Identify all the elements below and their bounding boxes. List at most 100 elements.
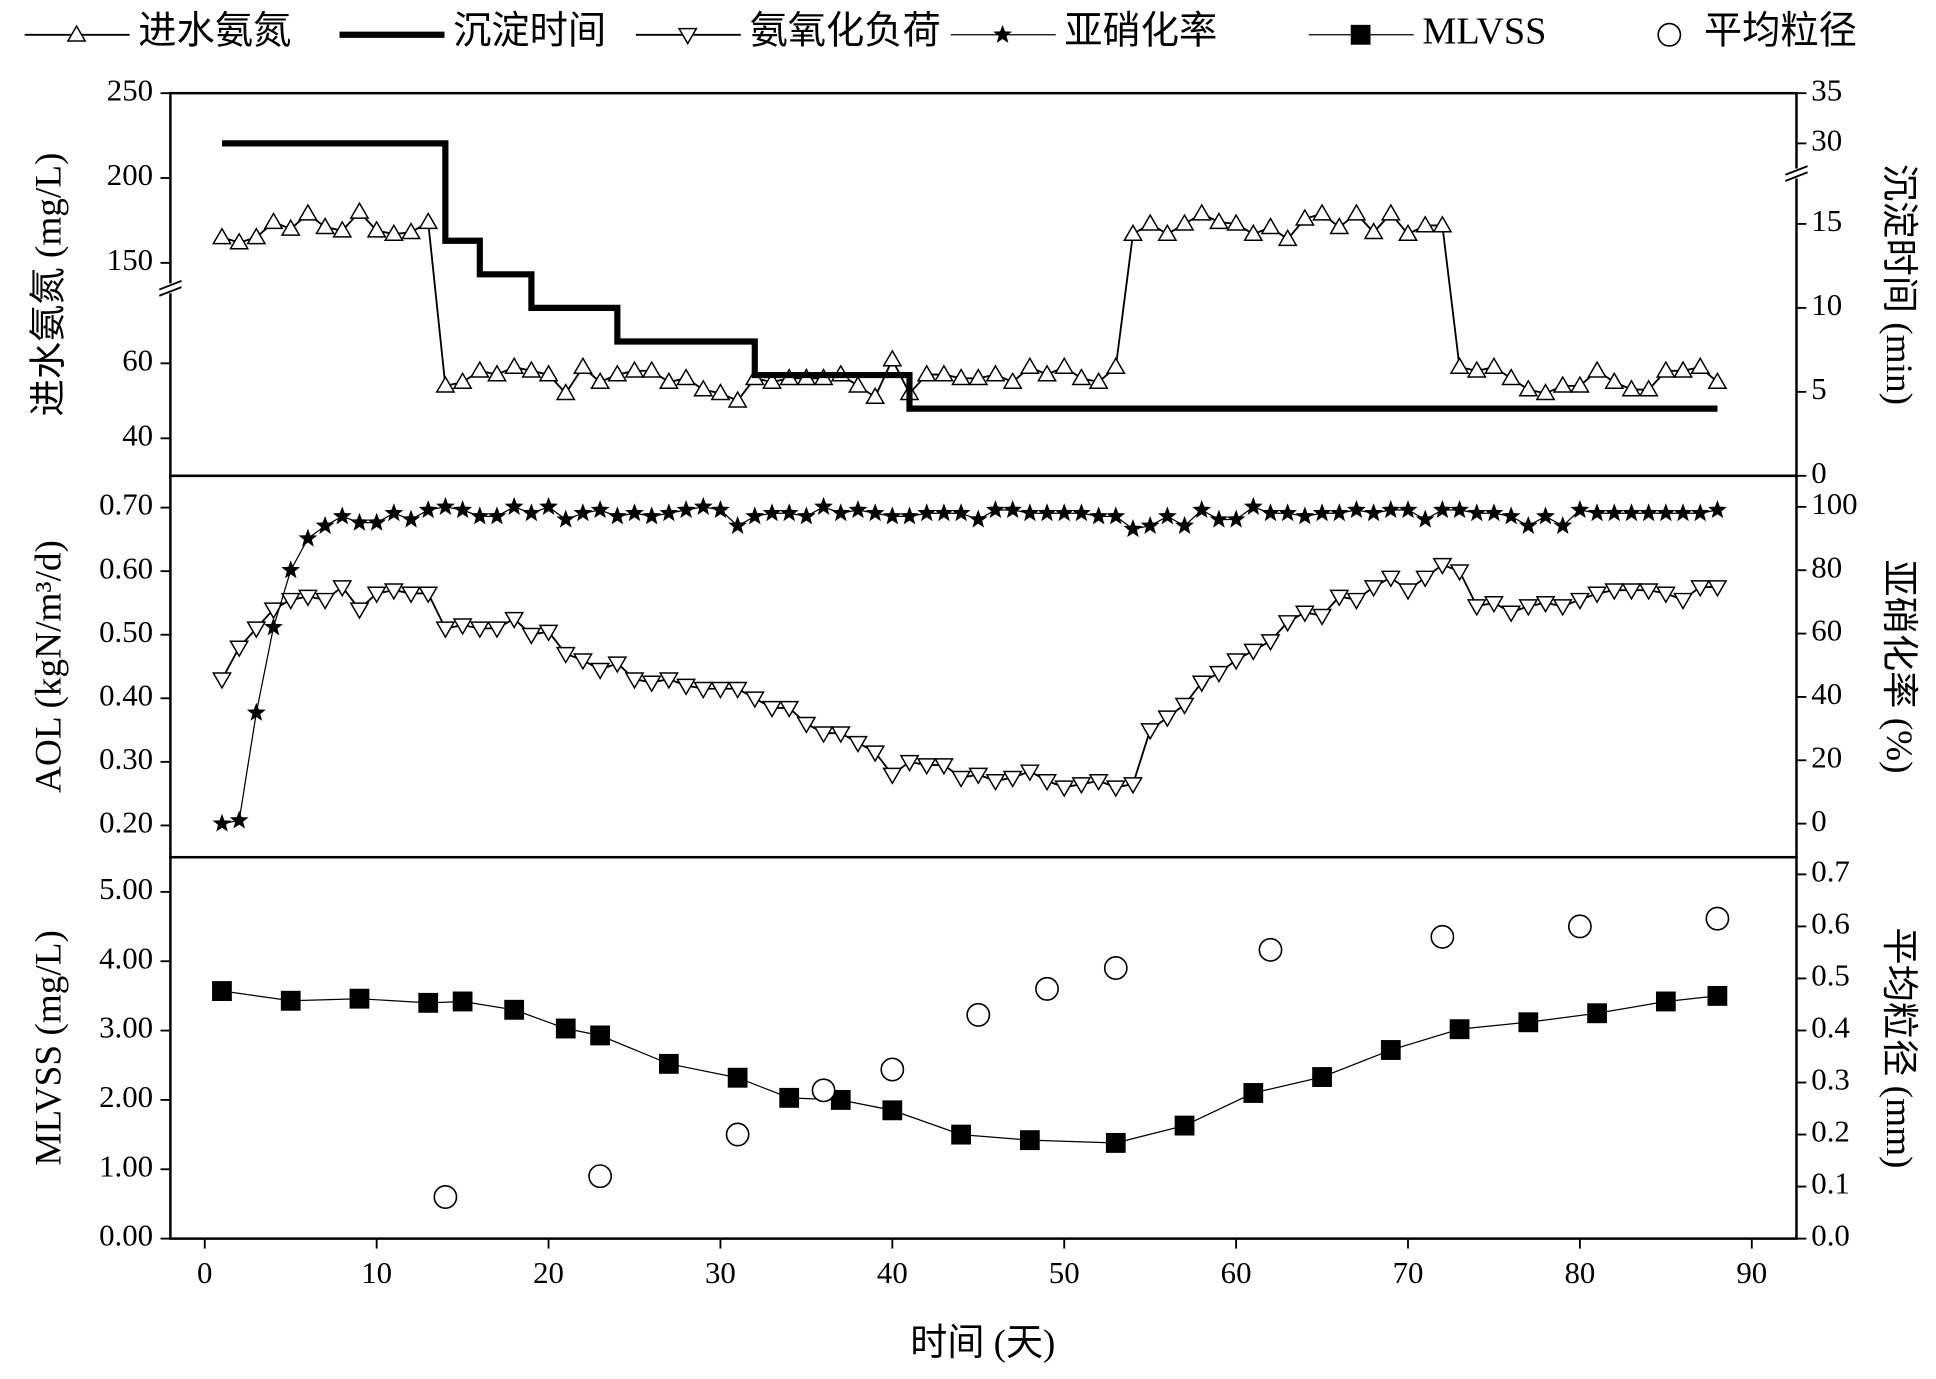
marker [521,503,541,522]
marker [246,621,267,639]
x-tick-label: 20 [533,1255,564,1290]
marker [1071,503,1091,522]
marker [435,496,455,515]
marker [1019,356,1040,375]
marker [1567,914,1592,939]
marker [1140,723,1161,741]
marker [1501,605,1522,623]
marker [469,360,490,378]
marker [401,222,421,240]
x-tick-label: 10 [361,1255,392,1290]
panel-frame [169,855,1798,1240]
marker [469,621,490,639]
marker [1673,592,1693,610]
marker [676,678,696,696]
marker [1037,364,1057,382]
marker [1226,509,1246,528]
marker [590,662,611,680]
series-line [221,563,1718,789]
marker [848,375,868,393]
marker [1518,599,1539,617]
marker [332,506,352,525]
marker [1329,503,1349,522]
legend-label: 沉淀时间 [453,10,606,53]
marker [934,503,954,522]
marker [762,700,782,719]
marker [1484,595,1504,614]
axis-break [158,286,182,297]
marker [1277,228,1298,247]
y-axis-title: 进水氨氮 (mg/L) [27,153,69,417]
marker [1655,586,1676,604]
marker [728,515,747,534]
marker [658,371,679,390]
marker [1381,500,1401,519]
marker [590,371,611,390]
marker [658,1053,679,1074]
y-tick-label: 0.30 [99,741,153,776]
marker [1673,503,1693,522]
marker [985,364,1006,382]
marker [1690,503,1710,522]
marker [1569,375,1590,393]
marker [1466,360,1487,378]
marker [1484,503,1504,522]
marker [1604,503,1624,522]
marker [882,767,903,785]
axis-break [159,283,182,294]
y2-tick-label: 15 [1811,203,1842,238]
marker [246,702,266,721]
marker [1587,503,1607,522]
marker [1243,223,1264,241]
panel-frame [169,91,1798,478]
marker [1312,1067,1332,1087]
marker [1364,503,1383,522]
x-tick-label: 60 [1221,1255,1252,1290]
series-line [221,506,1718,825]
marker [349,602,370,620]
marker [1604,583,1625,601]
marker [966,1002,991,1027]
marker [710,383,731,401]
marker [624,672,645,690]
y-tick-label: 250 [107,72,153,107]
marker [1123,223,1143,241]
marker [1140,515,1160,534]
marker [831,503,851,522]
marker [1415,215,1436,233]
marker [366,586,387,604]
marker [418,211,439,230]
y2-tick-label: 0.1 [1811,1166,1850,1201]
marker [452,371,473,390]
x-axis-title: 时间 (天) [910,1323,1055,1364]
marker [933,758,954,776]
marker [1587,586,1608,604]
marker [1501,506,1521,525]
y2-tick-label: 60 [1811,613,1842,648]
marker [539,496,558,515]
marker [401,586,421,604]
marker [263,211,284,230]
marker [366,220,387,238]
y2-tick-label: 0.2 [1811,1114,1850,1149]
marker [588,1164,613,1189]
marker [1175,515,1194,534]
marker [641,360,662,378]
marker [1552,375,1573,393]
marker [1260,634,1281,652]
marker [504,496,524,515]
x-tick-label: 80 [1564,1255,1595,1290]
y2-tick-label: 0.7 [1811,853,1850,888]
marker [607,364,628,382]
axis-break [1785,168,1808,179]
marker [951,503,971,522]
marker [1430,924,1455,949]
marker [401,509,421,528]
marker [383,583,404,601]
marker [229,810,249,829]
marker [1604,371,1625,390]
y-tick-label: 0.60 [99,550,153,585]
marker [1398,223,1418,241]
y-tick-label: 1.00 [99,1148,153,1183]
marker [762,371,782,390]
